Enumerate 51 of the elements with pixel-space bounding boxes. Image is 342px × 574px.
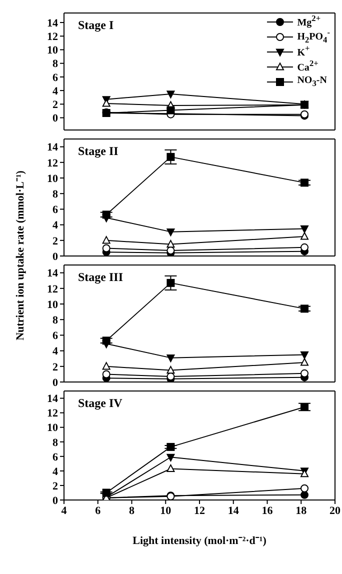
x-tick-label: 4 — [61, 504, 68, 517]
y-tick-label: 6 — [52, 204, 58, 216]
y-tick-label: 8 — [52, 58, 58, 70]
y-tick-label: 6 — [52, 451, 58, 464]
y-axis-title: Nutrient ion uptake rate (mmol·L⁻¹) — [14, 170, 26, 340]
y-tick-label: 4 — [52, 85, 58, 98]
y-tick-label: 6 — [52, 330, 58, 342]
x-axis-title: Light intensity (mol·m⁻²·d⁻¹) — [132, 535, 267, 547]
y-tick-label: 14 — [47, 393, 58, 406]
y-tick-label: 4 — [52, 346, 58, 358]
y-tick-label: 10 — [47, 172, 58, 185]
legend-label: Ca$^{2+}$ — [297, 59, 318, 74]
y-tick-label: 8 — [52, 188, 58, 201]
y-tick-label: 14 — [47, 142, 58, 154]
y-tick-label: 12 — [47, 408, 58, 420]
x-tick-label: 20 — [330, 504, 341, 517]
y-tick-label: 0 — [52, 112, 58, 125]
y-tick-label: 12 — [47, 157, 58, 170]
x-tick-label: 12 — [194, 504, 206, 517]
x-tick-label: 18 — [296, 504, 308, 517]
x-tick-label: 10 — [160, 504, 172, 517]
x-tick-label: 14 — [228, 504, 240, 517]
y-tick-label: 12 — [47, 283, 58, 296]
y-tick-label: 0 — [52, 376, 58, 389]
x-tick-label: 6 — [95, 504, 102, 517]
annotation: Stage II — [78, 144, 118, 159]
legend-label: NO$_{3}$-N — [297, 75, 327, 88]
y-tick-label: 10 — [47, 298, 58, 311]
x-tick-label: 8 — [129, 504, 135, 517]
x-tick-label: 16 — [262, 504, 274, 517]
y-tick-label: 12 — [47, 31, 58, 44]
y-tick-label: 10 — [47, 44, 58, 57]
y-tick-label: 14 — [47, 17, 58, 30]
y-tick-label: 8 — [52, 436, 58, 449]
y-tick-label: 0 — [52, 494, 58, 507]
legend-label: K$^{+}$ — [297, 44, 310, 59]
y-tick-label: 2 — [52, 361, 58, 374]
y-tick-label: 2 — [52, 480, 58, 492]
y-tick-label: 0 — [52, 250, 58, 263]
y-tick-label: 14 — [47, 268, 58, 280]
y-tick-label: 8 — [52, 314, 58, 327]
annotation: Stage III — [78, 270, 124, 285]
y-tick-label: 2 — [52, 235, 58, 248]
y-tick-label: 2 — [52, 99, 58, 112]
legend-label: Mg$^{2+}$ — [297, 14, 321, 29]
y-tick-label: 10 — [47, 422, 58, 434]
y-tick-label: 4 — [52, 220, 58, 232]
y-tick-label: 6 — [52, 72, 58, 84]
annotation: Stage I — [78, 18, 114, 33]
y-tick-label: 4 — [52, 466, 58, 478]
annotation: Stage IV — [78, 396, 122, 411]
